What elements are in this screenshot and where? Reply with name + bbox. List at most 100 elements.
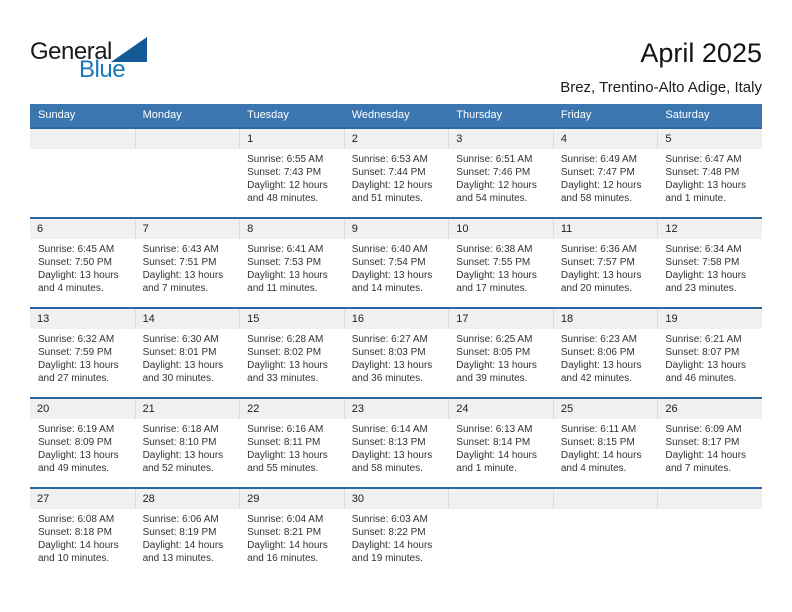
daylight-minutes-text: and 20 minutes. xyxy=(560,283,633,294)
day-details: Sunrise: 6:36 AM Sunset: 7:57 PM Daylight:… xyxy=(553,239,658,295)
daylight-hours-text: Daylight: 13 hours xyxy=(456,270,537,281)
sunset-text: Sunset: 8:05 PM xyxy=(456,347,531,358)
daylight-minutes-text: and 10 minutes. xyxy=(38,553,110,564)
day-number-band: 24 xyxy=(448,399,553,419)
daylight-hours-text: Daylight: 13 hours xyxy=(456,360,537,371)
sunset-text: Sunset: 7:43 PM xyxy=(247,167,322,178)
daylight-minutes-text: and 33 minutes. xyxy=(247,373,319,384)
daylight-minutes-text: and 1 minute. xyxy=(665,193,727,204)
day-number-band xyxy=(30,129,135,149)
daylight-minutes-text: and 30 minutes. xyxy=(142,373,214,384)
calendar-cell-day-20: 20 Sunrise: 6:19 AM Sunset: 8:09 PM Dayligh… xyxy=(30,399,135,487)
day-number-band xyxy=(448,489,553,509)
day-number-band xyxy=(134,129,240,149)
calendar-cell-day-5: 5 Sunrise: 6:47 AM Sunset: 7:48 PM Daylight… xyxy=(657,129,762,217)
day-number-band: 26 xyxy=(657,399,762,419)
calendar-cell-day-17: 17 Sunrise: 6:25 AM Sunset: 8:05 PM Dayligh… xyxy=(448,309,553,397)
generalblue-logo: General Blue xyxy=(30,36,148,82)
day-details: Sunrise: 6:27 AM Sunset: 8:03 PM Daylight:… xyxy=(344,329,449,385)
calendar-cell-day-29: 29 Sunrise: 6:04 AM Sunset: 8:21 PM Dayligh… xyxy=(239,489,344,577)
day-details: Sunrise: 6:08 AM Sunset: 8:18 PM Daylight:… xyxy=(30,509,135,565)
sunrise-text: Sunrise: 6:36 AM xyxy=(560,244,637,255)
day-details: Sunrise: 6:51 AM Sunset: 7:46 PM Daylight:… xyxy=(448,149,553,205)
daylight-minutes-text: and 42 minutes. xyxy=(560,373,633,384)
day-details: Sunrise: 6:38 AM Sunset: 7:55 PM Daylight:… xyxy=(448,239,553,295)
day-number: 16 xyxy=(351,313,364,325)
day-details: Sunrise: 6:21 AM Sunset: 8:07 PM Daylight:… xyxy=(657,329,762,385)
sunset-text: Sunset: 8:07 PM xyxy=(665,347,740,358)
day-number: 5 xyxy=(665,133,672,145)
daylight-minutes-text: and 54 minutes. xyxy=(456,193,528,204)
daylight-hours-text: Daylight: 13 hours xyxy=(247,450,328,461)
day-details: Sunrise: 6:04 AM Sunset: 8:21 PM Daylight:… xyxy=(239,509,344,565)
sunrise-text: Sunrise: 6:47 AM xyxy=(665,154,742,165)
weekday-header-sunday: Sunday xyxy=(38,109,76,121)
day-number: 29 xyxy=(247,493,260,505)
day-number-band: 17 xyxy=(448,309,553,329)
day-number: 18 xyxy=(560,313,574,325)
sunset-text: Sunset: 7:47 PM xyxy=(560,167,635,178)
calendar-table: Sunday Monday Tuesday Wednesday Thursday… xyxy=(30,104,762,577)
calendar-cell-day-28: 28 Sunrise: 6:06 AM Sunset: 8:19 PM Dayligh… xyxy=(134,489,240,577)
calendar-cell-day-11: 11 Sunrise: 6:36 AM Sunset: 7:57 PM Dayligh… xyxy=(552,219,658,307)
day-number-band: 2 xyxy=(343,129,449,149)
day-number: 11 xyxy=(560,223,573,235)
sunrise-text: Sunrise: 6:27 AM xyxy=(351,334,428,345)
day-number: 21 xyxy=(142,403,155,415)
sunset-text: Sunset: 8:02 PM xyxy=(247,347,322,358)
daylight-minutes-text: and 7 minutes. xyxy=(665,463,732,474)
day-number: 23 xyxy=(351,403,364,415)
calendar-cell-day-30: 30 Sunrise: 6:03 AM Sunset: 8:22 PM Dayligh… xyxy=(343,489,449,577)
day-number: 3 xyxy=(456,133,463,145)
sunset-text: Sunset: 7:58 PM xyxy=(665,257,740,268)
sunset-text: Sunset: 8:17 PM xyxy=(665,437,740,448)
weekday-header-friday: Friday xyxy=(560,109,592,121)
sunrise-text: Sunrise: 6:06 AM xyxy=(142,514,219,525)
day-details xyxy=(553,509,658,513)
day-number-band: 23 xyxy=(343,399,449,419)
calendar-cell-day-15: 15 Sunrise: 6:28 AM Sunset: 8:02 PM Dayligh… xyxy=(239,309,344,397)
sunset-text: Sunset: 8:09 PM xyxy=(38,437,112,448)
day-number-band: 5 xyxy=(657,129,762,149)
calendar-cell-empty xyxy=(134,129,240,217)
day-number: 12 xyxy=(665,223,678,235)
daylight-hours-text: Daylight: 14 hours xyxy=(456,450,537,461)
daylight-minutes-text: and 14 minutes. xyxy=(351,283,423,294)
sunset-text: Sunset: 8:11 PM xyxy=(247,437,321,448)
daylight-hours-text: Daylight: 13 hours xyxy=(38,270,119,281)
sunrise-text: Sunrise: 6:30 AM xyxy=(142,334,219,345)
day-number-band: 29 xyxy=(239,489,344,509)
page-subtitle: Brez, Trentino-Alto Adige, Italy xyxy=(560,79,762,96)
day-number-band: 18 xyxy=(552,309,658,329)
sunset-text: Sunset: 8:15 PM xyxy=(560,437,635,448)
calendar-cell-day-14: 14 Sunrise: 6:30 AM Sunset: 8:01 PM Dayligh… xyxy=(134,309,240,397)
sunset-text: Sunset: 7:44 PM xyxy=(351,167,426,178)
calendar-cell-day-23: 23 Sunrise: 6:14 AM Sunset: 8:13 PM Dayligh… xyxy=(343,399,449,487)
daylight-hours-text: Daylight: 14 hours xyxy=(351,540,433,551)
daylight-hours-text: Daylight: 14 hours xyxy=(247,540,328,551)
sunrise-text: Sunrise: 6:04 AM xyxy=(247,514,324,525)
logo-blue-text: Blue xyxy=(79,56,126,83)
day-details xyxy=(30,149,135,153)
sunrise-text: Sunrise: 6:16 AM xyxy=(247,424,324,435)
day-number-band: 30 xyxy=(343,489,449,509)
daylight-minutes-text: and 39 minutes. xyxy=(456,373,528,384)
day-number-band: 21 xyxy=(134,399,240,419)
sunrise-text: Sunrise: 6:08 AM xyxy=(38,514,115,525)
daylight-hours-text: Daylight: 13 hours xyxy=(351,450,433,461)
daylight-minutes-text: and 17 minutes. xyxy=(456,283,528,294)
daylight-minutes-text: and 51 minutes. xyxy=(351,193,423,204)
day-details xyxy=(448,509,553,513)
day-number-band: 6 xyxy=(30,219,135,239)
sunrise-text: Sunrise: 6:55 AM xyxy=(247,154,324,165)
daylight-hours-text: Daylight: 13 hours xyxy=(247,270,328,281)
sunset-text: Sunset: 7:50 PM xyxy=(38,257,112,268)
day-number-band: 22 xyxy=(239,399,344,419)
day-number-band: 4 xyxy=(552,129,658,149)
sunset-text: Sunset: 8:13 PM xyxy=(351,437,426,448)
daylight-hours-text: Daylight: 12 hours xyxy=(247,180,328,191)
sunrise-text: Sunrise: 6:11 AM xyxy=(560,424,637,435)
daylight-minutes-text: and 4 minutes. xyxy=(38,283,104,294)
sunrise-text: Sunrise: 6:14 AM xyxy=(351,424,428,435)
day-number: 6 xyxy=(37,223,44,235)
